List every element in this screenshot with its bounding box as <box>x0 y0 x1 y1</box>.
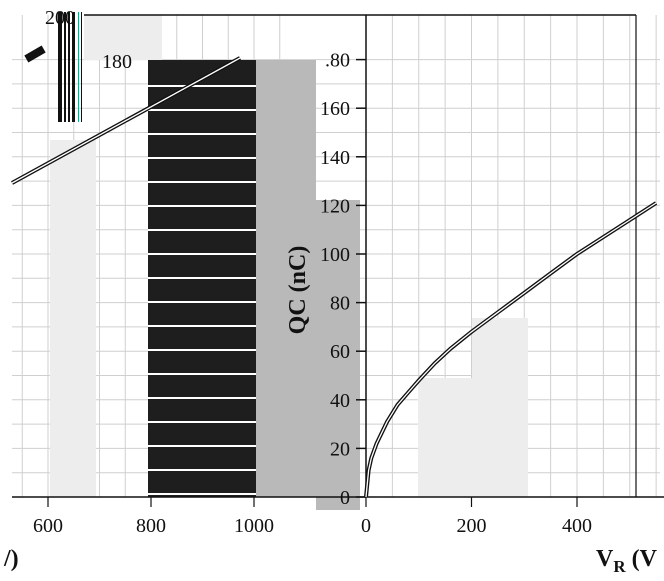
band-stripe <box>148 133 256 135</box>
x-axis-title-fragment: /) <box>3 546 19 572</box>
band-stripe <box>148 181 256 183</box>
band-stripe <box>148 229 256 231</box>
qc-curve-left-highlight <box>11 57 241 184</box>
band-stripe <box>148 373 256 375</box>
y-tick-label: 120 <box>320 195 350 217</box>
artifact-bar <box>68 12 70 122</box>
gray-band <box>256 60 316 497</box>
band-stripe <box>148 421 256 423</box>
y-tick-label: 80 <box>330 293 350 315</box>
x-tick-label: 1000 <box>234 515 274 537</box>
x-axis-title: VR (V <box>596 546 658 576</box>
band-stripe <box>148 85 256 87</box>
x-tick-label: 200 <box>457 515 487 537</box>
y-tick-label: 20 <box>330 438 350 460</box>
artifact-bar <box>72 12 75 122</box>
y-tick-label: 180 <box>102 51 132 73</box>
y-axis-title: QC (nC) <box>285 246 311 335</box>
band-stripe <box>148 397 256 399</box>
band-stripe <box>148 493 256 495</box>
y-tick-label: 60 <box>330 341 350 363</box>
band-stripe <box>148 301 256 303</box>
band-stripe <box>148 109 256 111</box>
y-tick-label: 100 <box>320 244 350 266</box>
band-stripe <box>148 205 256 207</box>
artifact-bar <box>58 12 62 122</box>
band-stripe <box>148 325 256 327</box>
band-stripe <box>148 277 256 279</box>
x-tick-label: 0 <box>361 515 371 537</box>
y-tick-label: .80 <box>325 50 350 72</box>
light-band <box>84 15 162 60</box>
y-tick-label: 140 <box>320 147 350 169</box>
y-tick-label: 160 <box>320 98 350 120</box>
light-band <box>418 378 472 497</box>
y-tick-label: 200 <box>45 7 75 29</box>
artifact-bar <box>64 12 66 122</box>
x-tick-label: 400 <box>562 515 592 537</box>
y-tick-label: 0 <box>340 487 350 509</box>
artifact-mark <box>24 45 46 63</box>
artifact-bar <box>78 12 79 122</box>
band-stripe <box>148 157 256 159</box>
x-tick-label: 800 <box>136 515 166 537</box>
band-stripe <box>148 469 256 471</box>
light-band <box>472 318 528 497</box>
artifact-bar <box>81 12 82 122</box>
band-stripe <box>148 349 256 351</box>
y-tick-label: 40 <box>330 390 350 412</box>
gray-band <box>316 200 360 510</box>
band-stripe <box>148 253 256 255</box>
qc-curve-highlight <box>365 202 657 498</box>
light-band <box>50 140 96 497</box>
x-tick-label: 600 <box>33 515 63 537</box>
band-stripe <box>148 445 256 447</box>
